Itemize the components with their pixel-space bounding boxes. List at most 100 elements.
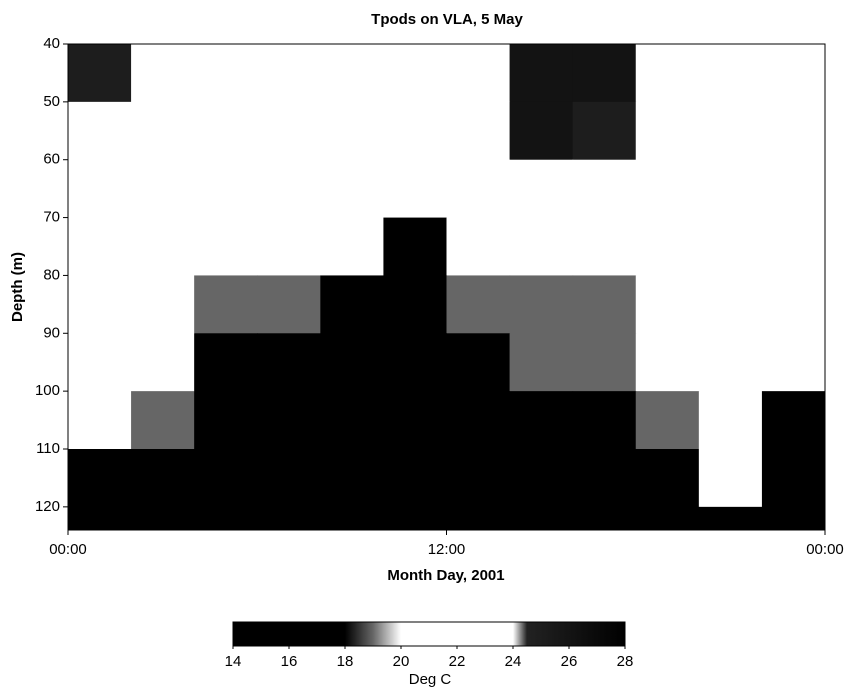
heat-cell [698, 333, 763, 392]
x-axis-label: Month Day, 2001 [387, 567, 504, 584]
y-tick-label: 80 [43, 266, 60, 283]
y-tick-label: 50 [43, 93, 60, 110]
heat-cell [446, 159, 511, 219]
heat-cell [761, 391, 826, 450]
heat-cell [320, 101, 384, 161]
heat-cell [635, 391, 700, 450]
colorbar-tick-label: 20 [393, 653, 410, 670]
heat-cell [698, 506, 763, 531]
heat-cell [194, 101, 258, 161]
heat-cell [761, 159, 826, 219]
heat-cell [761, 449, 826, 508]
heat-cell [698, 217, 763, 276]
heat-cell [572, 333, 637, 392]
heat-cell [257, 101, 321, 161]
heat-cell [131, 506, 195, 531]
heat-cell [257, 333, 321, 392]
heat-cell [194, 391, 258, 450]
heat-cell [68, 391, 132, 450]
heat-cell [446, 217, 511, 276]
colorbar-tick-label: 16 [281, 653, 298, 670]
heat-cell [509, 159, 574, 219]
heat-cell [635, 217, 700, 276]
heat-cell [257, 506, 321, 531]
y-tick-label: 100 [35, 382, 60, 399]
heat-cell [131, 44, 195, 103]
heat-cell [320, 506, 384, 531]
heat-cell [68, 101, 132, 161]
heat-cell [131, 159, 195, 219]
heat-cell [131, 333, 195, 392]
y-tick-label: 120 [35, 498, 60, 515]
heat-cell [257, 44, 321, 103]
heat-cell [572, 449, 637, 508]
heat-cell [446, 449, 511, 508]
heat-cell [635, 506, 700, 531]
colorbar [232, 621, 626, 647]
heat-cell [446, 275, 511, 334]
heat-cell [446, 333, 511, 392]
x-tick-label: 12:00 [428, 541, 466, 558]
heat-cell [194, 506, 258, 531]
heat-cell [68, 506, 132, 531]
colorbar-tick-label: 28 [617, 653, 634, 670]
heat-cell [509, 44, 574, 103]
heat-cell [194, 275, 258, 334]
heat-cell [320, 44, 384, 103]
heat-cell [761, 217, 826, 276]
heat-cell [446, 391, 511, 450]
heat-cell [383, 101, 447, 161]
heat-cell [383, 391, 447, 450]
heat-cell [761, 275, 826, 334]
heat-cell [68, 333, 132, 392]
heat-cell [257, 449, 321, 508]
heat-cell [257, 217, 321, 276]
heat-cell [698, 101, 763, 161]
heat-cell [509, 217, 574, 276]
heat-cell [131, 391, 195, 450]
heat-cell [68, 449, 132, 508]
colorbar-tick-label: 22 [449, 653, 466, 670]
heat-cell [68, 159, 132, 219]
chart-title: Tpods on VLA, 5 May [371, 11, 523, 28]
heat-cell [698, 391, 763, 450]
heat-cell [194, 333, 258, 392]
heat-cell [383, 506, 447, 531]
heat-cell [68, 275, 132, 334]
heat-cell [320, 333, 384, 392]
heat-cell [572, 159, 637, 219]
heat-cell [131, 449, 195, 508]
heat-cell [698, 159, 763, 219]
heat-cell [383, 217, 447, 276]
heat-cell [131, 275, 195, 334]
heat-cell [572, 217, 637, 276]
heat-cell [320, 449, 384, 508]
colorbar-tick-label: 26 [561, 653, 578, 670]
heat-cell [383, 333, 447, 392]
heat-cell [446, 101, 511, 161]
x-tick-label: 00:00 [49, 541, 87, 558]
heat-cell [761, 44, 826, 103]
heat-cell [320, 275, 384, 334]
heat-cell [194, 449, 258, 508]
heat-cell [509, 333, 574, 392]
heat-cell [572, 101, 637, 161]
heat-cell [383, 275, 447, 334]
colorbar-tick-label: 24 [505, 653, 522, 670]
heat-cell [383, 159, 447, 219]
colorbar-tick-label: 14 [225, 653, 242, 670]
heat-cell [509, 101, 574, 161]
y-tick-label: 70 [43, 209, 60, 226]
heat-cell [572, 275, 637, 334]
heat-cell [761, 506, 826, 531]
y-tick-label: 90 [43, 324, 60, 341]
heat-cell [698, 275, 763, 334]
heat-cell [194, 44, 258, 103]
heat-cell [509, 506, 574, 531]
heat-cell [761, 333, 826, 392]
y-tick-label: 60 [43, 151, 60, 168]
x-tick-label: 00:00 [806, 541, 844, 558]
heat-cell [698, 44, 763, 103]
heat-cell [257, 391, 321, 450]
